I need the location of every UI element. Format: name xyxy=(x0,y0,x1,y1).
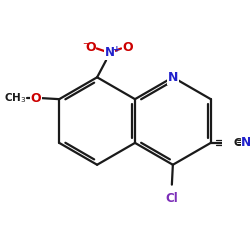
Text: ≡: ≡ xyxy=(236,138,245,148)
Text: N: N xyxy=(168,71,178,84)
Text: Cl: Cl xyxy=(166,192,178,204)
Text: +: + xyxy=(114,45,121,54)
Text: CH$_3$: CH$_3$ xyxy=(4,91,26,105)
Text: C: C xyxy=(234,138,242,148)
Text: O: O xyxy=(31,92,41,105)
Text: N: N xyxy=(241,136,250,149)
Text: O: O xyxy=(85,41,96,54)
Text: O: O xyxy=(122,41,132,54)
Text: N: N xyxy=(105,46,115,59)
Text: ⁻: ⁻ xyxy=(82,42,88,51)
